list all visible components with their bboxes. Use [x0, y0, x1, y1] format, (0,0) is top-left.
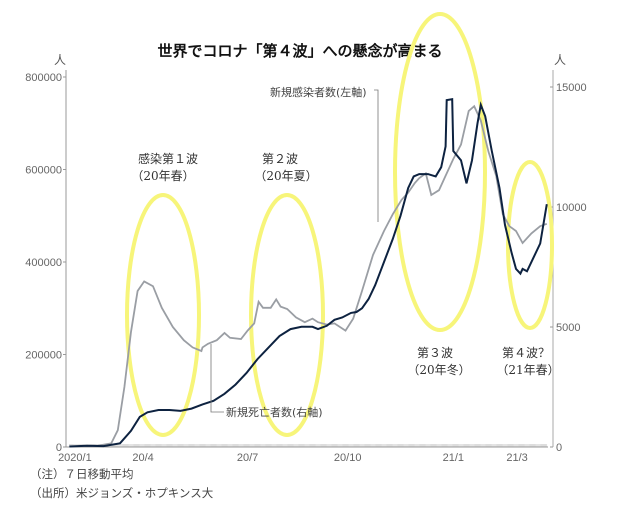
- left-tick-label: 200000: [25, 350, 62, 362]
- legend-cases: 新規感染者数(左軸): [270, 85, 367, 99]
- annotation-wave-1: 感染第１波: [138, 151, 198, 166]
- annotation-wave-4-sub: （21年春）: [496, 363, 559, 377]
- right-axis-ticks: 0 5000 10000 15000: [550, 82, 587, 454]
- right-tick-label: 0: [556, 442, 562, 454]
- x-axis-labels: 2020/1 20/4 20/7 20/10 21/1 21/3: [58, 452, 528, 464]
- legend-deaths-leader: [210, 344, 224, 413]
- legend-deaths: 新規死亡者数(右軸): [226, 405, 323, 419]
- left-tick-label: 800000: [25, 72, 62, 84]
- annotation-wave-1-sub: （20年春）: [131, 169, 194, 183]
- left-tick-label: 0: [56, 442, 62, 454]
- x-tick-label: 21/3: [506, 452, 527, 464]
- left-tick-label: 400000: [25, 257, 62, 269]
- annotation-wave-3-sub: （20年冬）: [407, 362, 470, 377]
- annotation-wave-4: 第４波？: [502, 346, 550, 360]
- legend-cases-leader: [374, 89, 379, 222]
- x-tick-label: 20/10: [334, 452, 362, 464]
- x-tick-label: 20/4: [132, 452, 153, 464]
- highlight-wave-3: [393, 12, 487, 332]
- note-source: （出所）米ジョンズ・ホプキンス大: [30, 486, 214, 500]
- x-tick-label: 20/7: [237, 452, 258, 464]
- chart-title: 世界でコロナ「第４波」への懸念が高まる: [157, 42, 442, 60]
- highlight-wave-4: [506, 160, 554, 330]
- x-tick-label: 2020/1: [58, 452, 92, 464]
- right-tick-label: 5000: [556, 322, 580, 334]
- annotation-wave-2: 第２波: [262, 152, 298, 166]
- highlight-wave-2: [249, 193, 325, 437]
- left-tick-label: 600000: [25, 165, 62, 177]
- series-line-cases: [69, 98, 548, 448]
- x-tick-label: 21/1: [443, 452, 464, 464]
- highlight-wave-1: [125, 193, 201, 437]
- annotation-wave-2-sub: （20年夏）: [254, 169, 317, 183]
- right-tick-label: 10000: [556, 202, 587, 214]
- left-axis-unit: 人: [54, 53, 66, 67]
- note-moving-average: （注）７日移動平均: [30, 467, 134, 481]
- series-line-deaths: [69, 104, 548, 448]
- annotation-wave-3: 第３波: [417, 346, 453, 360]
- right-tick-label: 15000: [556, 82, 587, 94]
- right-axis-unit: 人: [554, 53, 566, 67]
- left-axis-ticks: 0 200000 400000 600000 800000: [25, 72, 66, 454]
